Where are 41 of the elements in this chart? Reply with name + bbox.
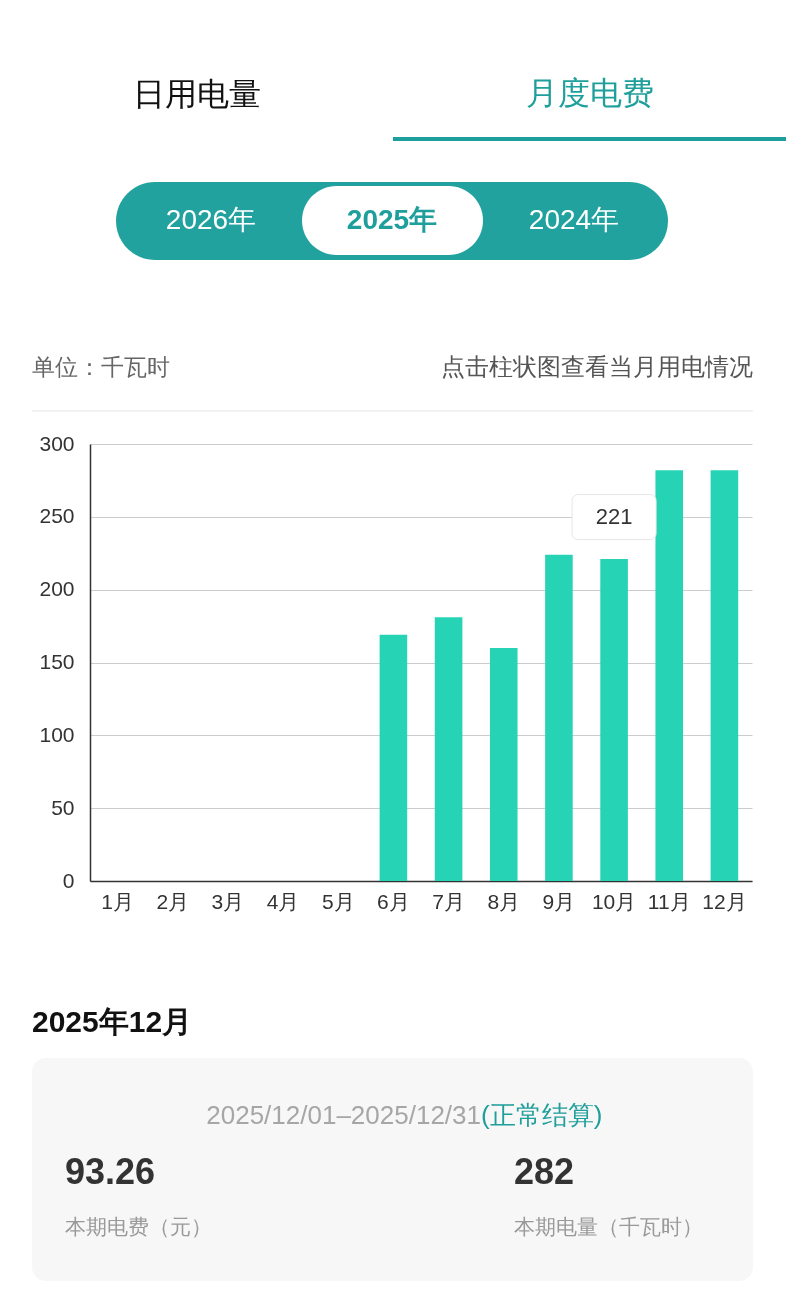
text: 282 [514, 1151, 575, 1192]
x-tick-label: 9月 [542, 889, 576, 913]
y-tick-label: 100 [39, 722, 75, 746]
y-tick-label: 50 [51, 795, 75, 819]
text: 日用电量 [133, 76, 261, 112]
text: 93.26 [65, 1151, 156, 1192]
y-tick-label: 250 [39, 504, 75, 528]
bar [655, 470, 684, 881]
x-tick-label: 10月 [591, 889, 637, 913]
x-tick-label: 3月 [211, 889, 245, 913]
text: 2024年 [528, 204, 620, 235]
bar [379, 634, 408, 881]
y-tick-label: 300 [39, 431, 75, 455]
x-tick-label: 6月 [377, 889, 410, 913]
text: 2025年 [346, 204, 438, 235]
x-tick-label: 8月 [487, 889, 521, 913]
x-tick-label: 4月 [266, 889, 300, 913]
text: 2025/12/01–2025/12/31 [206, 1100, 481, 1130]
text: 点击柱状图查看当月用电情况 [441, 353, 753, 380]
y-tick-label: 0 [62, 868, 75, 892]
text: (正常结算) [481, 1100, 603, 1130]
y-tick-label: 200 [39, 577, 75, 601]
text: 2025年12月 [32, 1005, 193, 1038]
text: 2026年 [165, 204, 257, 235]
bar [489, 647, 518, 881]
x-tick-label: 2月 [156, 889, 190, 913]
annotation: 221 [595, 504, 633, 530]
bar [710, 470, 739, 881]
x-tick-label: 5月 [321, 889, 355, 913]
text: 本期电量（千瓦时） [514, 1215, 703, 1238]
y-tick-label: 150 [39, 650, 75, 673]
x-tick-label: 11月 [647, 889, 691, 913]
text: 月度电费 [526, 75, 654, 111]
bar [434, 617, 463, 881]
text: 本期电费（元） [65, 1215, 212, 1238]
y-axis-title: 单位：千瓦时 [32, 354, 170, 380]
x-tick-label: 1月 [101, 889, 134, 913]
x-tick-label: 12月 [702, 889, 747, 913]
bar [545, 554, 573, 881]
x-tick-label: 7月 [432, 889, 465, 913]
bar [600, 559, 628, 881]
